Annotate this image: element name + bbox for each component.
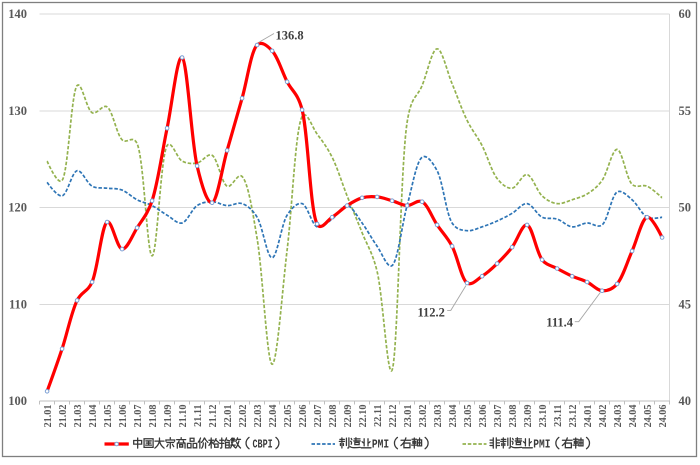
svg-text:24.05: 24.05 [643, 405, 654, 428]
svg-text:24.06: 24.06 [658, 405, 669, 428]
svg-text:100: 100 [8, 394, 27, 408]
svg-text:23.11: 23.11 [553, 405, 564, 427]
svg-text:24.01: 24.01 [583, 405, 594, 428]
svg-text:PMI: PMI [372, 438, 389, 452]
svg-text:24.02: 24.02 [598, 405, 609, 428]
svg-text:22.07: 22.07 [313, 405, 324, 428]
svg-text:50: 50 [679, 201, 692, 215]
svg-text:22.05: 22.05 [283, 405, 294, 428]
svg-text:23.06: 23.06 [478, 405, 489, 428]
svg-text:23.04: 23.04 [448, 405, 459, 428]
svg-text:130: 130 [8, 104, 27, 118]
svg-text:24.03: 24.03 [613, 405, 624, 428]
svg-text:21.05: 21.05 [103, 405, 114, 428]
svg-text:112.2: 112.2 [418, 306, 445, 320]
svg-text:23.01: 23.01 [403, 405, 414, 428]
svg-text:21.04: 21.04 [88, 405, 99, 428]
svg-text:45: 45 [679, 297, 692, 311]
svg-text:110: 110 [9, 297, 27, 311]
svg-text:21.12: 21.12 [208, 405, 219, 428]
svg-text:23.05: 23.05 [463, 405, 474, 428]
svg-text:23.12: 23.12 [568, 405, 579, 428]
svg-text:22.11: 22.11 [373, 405, 384, 427]
svg-text:24.04: 24.04 [628, 405, 639, 428]
svg-text:136.8: 136.8 [276, 29, 304, 43]
svg-text:120: 120 [8, 201, 27, 215]
svg-text:22.03: 22.03 [253, 405, 264, 428]
svg-text:21.07: 21.07 [133, 405, 144, 428]
svg-text:22.02: 22.02 [238, 405, 249, 428]
svg-text:23.02: 23.02 [418, 405, 429, 428]
svg-text:21.11: 21.11 [193, 405, 204, 427]
svg-text:40: 40 [679, 394, 692, 408]
svg-text:23.09: 23.09 [523, 405, 534, 428]
svg-text:23.10: 23.10 [538, 405, 549, 428]
svg-text:23.08: 23.08 [508, 405, 519, 428]
svg-text:23.03: 23.03 [433, 405, 444, 428]
svg-text:21.09: 21.09 [163, 405, 174, 428]
svg-text:21.08: 21.08 [148, 405, 159, 428]
svg-text:22.09: 22.09 [343, 405, 354, 428]
svg-text:55: 55 [679, 104, 692, 118]
svg-text:21.03: 21.03 [73, 405, 84, 428]
svg-text:CBPI: CBPI [253, 438, 273, 452]
svg-text:21.02: 21.02 [58, 405, 69, 428]
svg-text:111.4: 111.4 [546, 316, 573, 330]
svg-text:21.10: 21.10 [178, 405, 189, 428]
svg-text:PMI: PMI [533, 438, 550, 452]
svg-text:140: 140 [8, 7, 27, 21]
svg-text:22.04: 22.04 [268, 405, 279, 428]
svg-text:22.06: 22.06 [298, 405, 309, 428]
svg-text:22.10: 22.10 [358, 405, 369, 428]
svg-text:21.01: 21.01 [43, 405, 54, 428]
svg-text:21.06: 21.06 [118, 405, 129, 428]
svg-text:23.07: 23.07 [493, 405, 504, 428]
svg-text:22.01: 22.01 [223, 405, 234, 428]
svg-text:60: 60 [679, 7, 692, 21]
svg-text:22.08: 22.08 [328, 405, 339, 428]
svg-text:22.12: 22.12 [388, 405, 399, 428]
